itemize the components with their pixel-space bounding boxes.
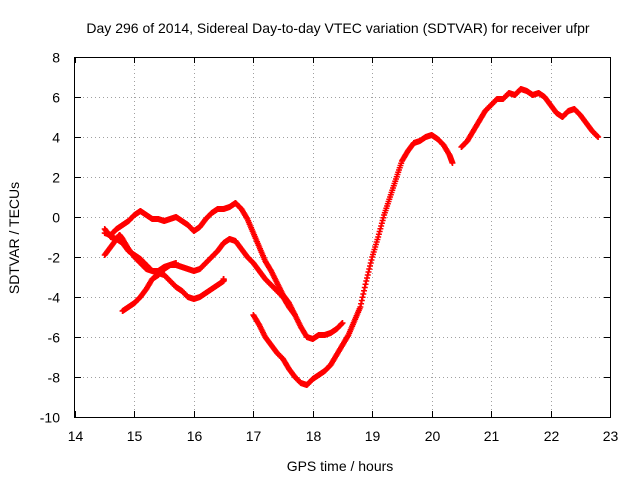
x-tick-label: 17 [246,428,262,444]
x-tick-label: 14 [68,428,84,444]
data-point [339,320,346,326]
y-tick-label: -6 [48,330,61,346]
x-tick-label: 16 [187,428,203,444]
chart-title: Day 296 of 2014, Sidereal Day-to-day VTE… [86,20,590,36]
y-tick-label: 2 [52,170,60,186]
x-tick-label: 21 [484,428,500,444]
y-tick-label: -2 [48,250,61,266]
grid-lines [75,57,610,417]
plot-frame [74,57,611,418]
x-tick-label: 20 [425,428,441,444]
tick-labels: 14 15 16 17 18 19 20 21 22 23 -10 -8 -6 -4 -2 0 2 4 6 8 [40,50,619,445]
series-track-d [119,260,180,314]
y-tick-label: -4 [48,290,61,306]
y-tick-label: 0 [52,210,60,226]
x-axis-label: GPS time / hours [287,458,394,474]
data-points [101,86,602,388]
x-tick-label: 15 [127,428,143,444]
series-track-e [250,132,456,388]
y-tick-label: 6 [52,90,60,106]
y-axis-label: SDTVAR / TECUs [6,182,22,294]
axis-ticks [75,57,611,418]
data-point [173,260,180,266]
y-tick-label: -10 [40,410,60,426]
x-tick-label: 18 [306,428,322,444]
series-track-f [458,86,602,150]
x-tick-label: 19 [365,428,381,444]
y-tick-label: 8 [52,50,60,66]
x-tick-label: 23 [603,428,619,444]
x-tick-label: 22 [544,428,560,444]
data-point [220,276,227,282]
data-point [449,160,456,166]
series-track-c [101,200,346,342]
data-point [595,134,602,140]
y-tick-label: -8 [48,370,61,386]
y-tick-label: 4 [52,130,60,146]
